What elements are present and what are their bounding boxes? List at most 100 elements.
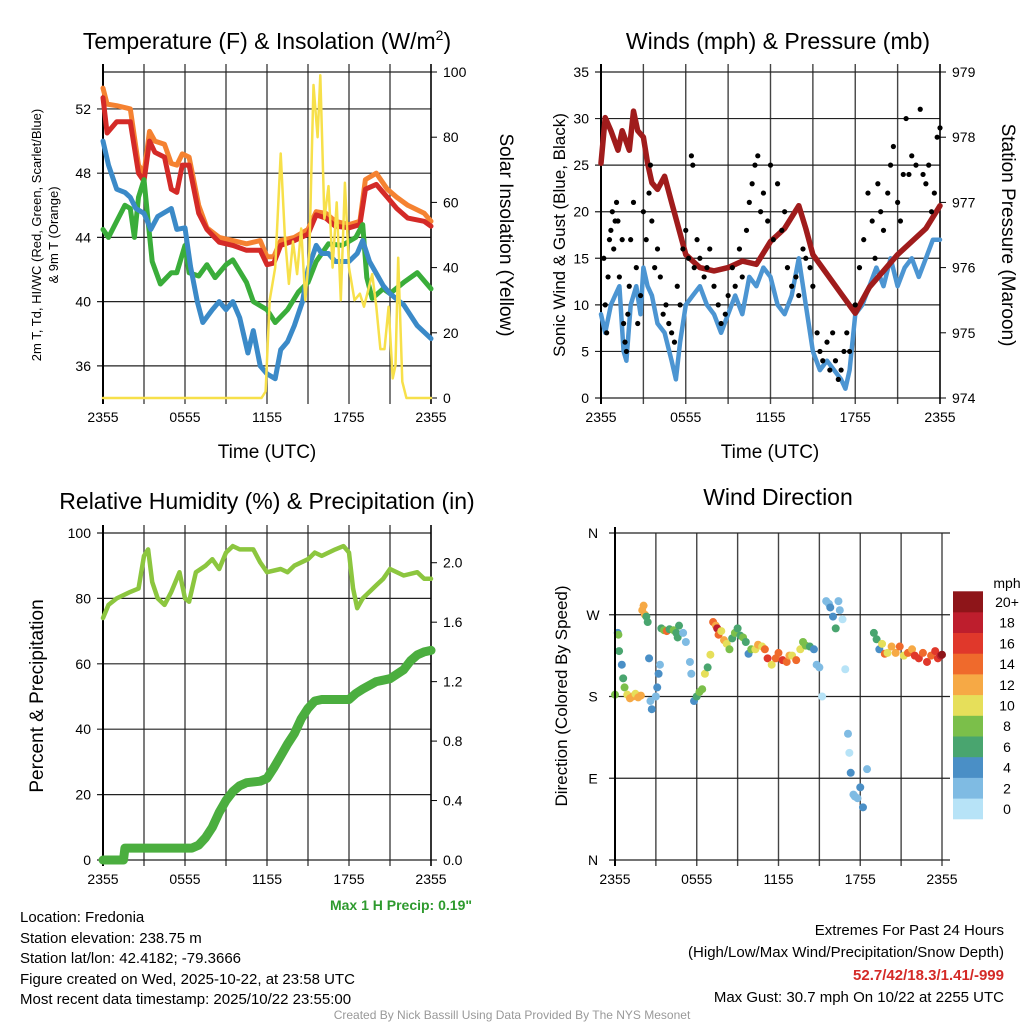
y2-tick-label: 979	[952, 64, 976, 80]
credit-text: Created By Nick Bassill Using Data Provi…	[334, 1008, 691, 1022]
wind-direction-point	[858, 803, 867, 812]
y-tick-label: 52	[75, 101, 91, 117]
y-tick-label: 25	[573, 157, 589, 173]
colorbar-swatch	[953, 612, 983, 633]
x-tick-label: 2355	[415, 409, 446, 425]
colorbar-swatch	[953, 715, 983, 737]
y-tick-label: 40	[75, 721, 91, 737]
wind-direction-point	[643, 618, 652, 627]
gust-point	[739, 274, 745, 280]
gust-point	[861, 237, 867, 243]
gust-point	[917, 106, 923, 112]
extremes-values: 52.7/42/18.3/1.41/-999	[853, 967, 1004, 984]
gust-point	[646, 190, 652, 196]
gust-point	[704, 265, 710, 271]
wind-x-axis-label: Time (UTC)	[721, 442, 820, 463]
gust-point	[749, 181, 755, 187]
timestamp-text: Most recent data timestamp: 2025/10/22 2…	[20, 991, 351, 1008]
extremes-title: Extremes For Past 24 Hours	[815, 922, 1004, 939]
x-tick-label: 1755	[840, 409, 871, 425]
max-gust-text: Max Gust: 30.7 mph On 10/22 at 2255 UTC	[714, 989, 1004, 1006]
wind-direction-point	[679, 628, 688, 637]
location-text: Location: Fredonia	[20, 909, 145, 926]
x-tick-label: 1755	[333, 871, 364, 887]
gust-point	[835, 376, 841, 382]
gust-point	[774, 181, 781, 187]
gust-point	[725, 292, 731, 299]
y2-tick-label: 0.8	[443, 733, 463, 749]
y2-tick-label: 976	[952, 260, 976, 276]
gust-point	[643, 237, 649, 243]
gust-point	[736, 246, 743, 252]
wind-direction-point	[863, 765, 872, 774]
x-tick-label: 2355	[585, 409, 616, 425]
gust-point	[657, 274, 663, 280]
x-tick-label: 1155	[755, 409, 785, 425]
gust-point	[666, 320, 672, 327]
y2-tick-label: 100	[443, 64, 467, 80]
colorbar-label: 10	[999, 698, 1015, 714]
x-tick-label: 1155	[763, 871, 793, 887]
gust-point	[760, 190, 767, 196]
wind-direction-point	[895, 642, 904, 651]
gust-point	[878, 209, 884, 215]
gust-point	[660, 311, 666, 317]
gust-point	[746, 199, 752, 205]
gust-point	[789, 283, 795, 289]
gust-point	[897, 218, 904, 224]
wind-y-axis-label: Sonic Wind & Gust (Blue, Black)	[550, 113, 569, 357]
wind-direction-point	[698, 685, 707, 694]
gust-point	[622, 339, 628, 345]
created-text: Figure created on Wed, 2025-10-22, at 23…	[20, 971, 355, 988]
9m-t-line	[100, 85, 434, 260]
gust-point	[827, 367, 833, 373]
gust-point	[690, 162, 696, 168]
gust-point	[906, 171, 912, 178]
gust-point	[765, 218, 771, 224]
gust-point	[729, 265, 735, 271]
gust-point	[640, 209, 646, 215]
gust-point	[852, 302, 858, 308]
gust-point	[926, 162, 932, 168]
gust-point	[647, 162, 654, 168]
gust-point	[847, 348, 853, 355]
y-tick-label: S	[588, 689, 597, 705]
gust-point	[701, 274, 707, 280]
gust-point	[611, 246, 617, 252]
colorbar-label: 18	[999, 615, 1015, 631]
wind-direction-point	[651, 692, 660, 701]
y-tick-label: 35	[573, 64, 589, 80]
gust-point	[743, 227, 750, 233]
wind-direction-point	[841, 665, 850, 674]
gust-point	[626, 283, 632, 289]
wind-direction-point	[782, 657, 791, 666]
gust-point	[691, 265, 697, 271]
speed-colorbar: mph 0 2 4 6 8 10 12 14 16 18 20+	[953, 575, 1021, 820]
colorbar-swatch	[953, 756, 983, 778]
wind-direction-point	[829, 612, 837, 621]
wind-direction-point	[614, 630, 623, 639]
wind-direction-point	[838, 615, 847, 624]
gust-point	[767, 162, 774, 168]
x-tick-label: 1755	[333, 409, 364, 425]
gust-point	[613, 199, 620, 205]
y2-tick-label: 1.6	[443, 614, 463, 630]
td-line	[100, 177, 434, 325]
x-tick-label: 2355	[926, 871, 957, 887]
y2-tick-label: 0	[443, 390, 451, 406]
wind-chart-title: Winds (mph) & Pressure (mb)	[626, 28, 930, 54]
y2-tick-label: 80	[443, 129, 459, 145]
gust-point	[758, 209, 764, 215]
gust-point	[841, 348, 847, 355]
gust-point	[880, 227, 887, 233]
wind-direction-point	[681, 638, 690, 646]
temp-y-axis-label-2: & 9m T (Orange)	[46, 186, 61, 283]
gust-point	[807, 265, 813, 271]
wind-direction-point	[703, 663, 712, 672]
y-tick-label: E	[588, 770, 597, 786]
wind-direction-point	[845, 748, 854, 757]
x-tick-label: 0555	[169, 871, 200, 887]
gust-point	[715, 302, 721, 308]
x-tick-label: 2355	[87, 409, 118, 425]
